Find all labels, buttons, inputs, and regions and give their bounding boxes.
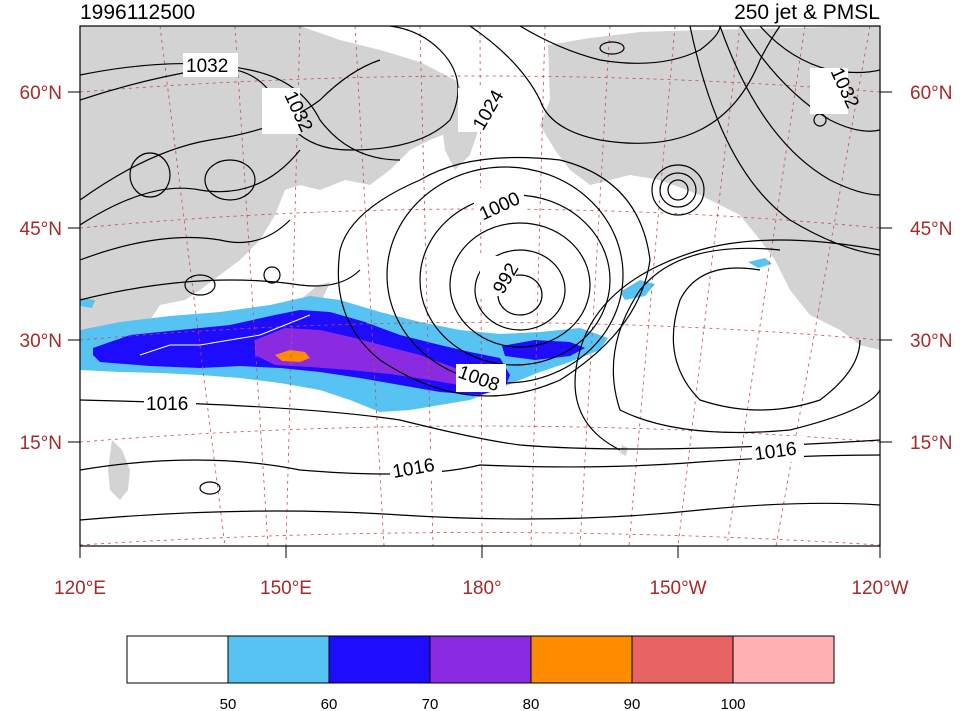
jet-band-80 bbox=[275, 350, 310, 362]
lon-label-180: 180° bbox=[462, 578, 501, 599]
lat-labels-left: 60°N 45°N 30°N 15°N bbox=[20, 83, 62, 454]
lon-label-120w: 120°W bbox=[851, 578, 908, 599]
lat-labels-right: 60°N 45°N 30°N 15°N bbox=[910, 83, 952, 454]
colorbar-label-80: 80 bbox=[523, 696, 540, 711]
colorbar-label-100: 100 bbox=[720, 696, 745, 711]
lat-label-45n-right: 45°N bbox=[910, 219, 952, 240]
map-title-field: 250 jet & PMSL bbox=[734, 1, 880, 24]
colorbar-box-0 bbox=[126, 635, 229, 684]
jet-band-70 bbox=[255, 328, 485, 388]
alaska-landmass bbox=[540, 26, 880, 350]
lat-label-15n-right: 15°N bbox=[910, 433, 952, 454]
jet-patch-a bbox=[80, 298, 95, 308]
colorbar-box-5 bbox=[631, 635, 734, 684]
lat-label-15n-left: 15°N bbox=[20, 433, 62, 454]
lon-label-150w: 150°W bbox=[649, 578, 706, 599]
lat-label-30n-right: 30°N bbox=[910, 331, 952, 352]
colorbar-box-6 bbox=[732, 635, 835, 684]
contour-label-1016-a: 1016 bbox=[146, 394, 188, 415]
lon-label-120e: 120°E bbox=[54, 578, 106, 599]
lat-label-45n-left: 45°N bbox=[20, 219, 62, 240]
japan-coastline bbox=[139, 314, 311, 356]
map-title-date: 1996112500 bbox=[80, 1, 196, 24]
philippines bbox=[108, 440, 130, 500]
colorbar-box-1 bbox=[227, 635, 330, 684]
axis-ticks bbox=[68, 91, 892, 558]
colorbar-label-90: 90 bbox=[624, 696, 641, 711]
lon-labels: 120°E 150°E 180° 150°W 120°W bbox=[54, 578, 909, 599]
colorbar-box-2 bbox=[328, 635, 431, 684]
map-frame bbox=[79, 25, 881, 547]
jet-band-60-east bbox=[502, 340, 585, 360]
asia-landmass bbox=[80, 26, 470, 350]
colorbar-label-60: 60 bbox=[321, 696, 338, 711]
colorbar-label-70: 70 bbox=[422, 696, 439, 711]
hawaii-islands bbox=[620, 445, 628, 456]
colorbar-box-3 bbox=[429, 635, 532, 684]
jet-patch-b bbox=[620, 280, 655, 300]
colorbar: 50 60 70 80 90 100 bbox=[126, 635, 835, 711]
colorbar-label-50: 50 bbox=[220, 696, 237, 711]
lat-label-30n-left: 30°N bbox=[20, 331, 62, 352]
lon-label-150e: 150°E bbox=[260, 578, 312, 599]
jet-patch-c bbox=[748, 258, 772, 268]
colorbar-box-4 bbox=[530, 635, 633, 684]
land-masses bbox=[80, 26, 880, 500]
lat-label-60n-right: 60°N bbox=[910, 83, 952, 104]
contour-label-1032-a: 1032 bbox=[186, 56, 228, 77]
lat-label-60n-left: 60°N bbox=[20, 83, 62, 104]
